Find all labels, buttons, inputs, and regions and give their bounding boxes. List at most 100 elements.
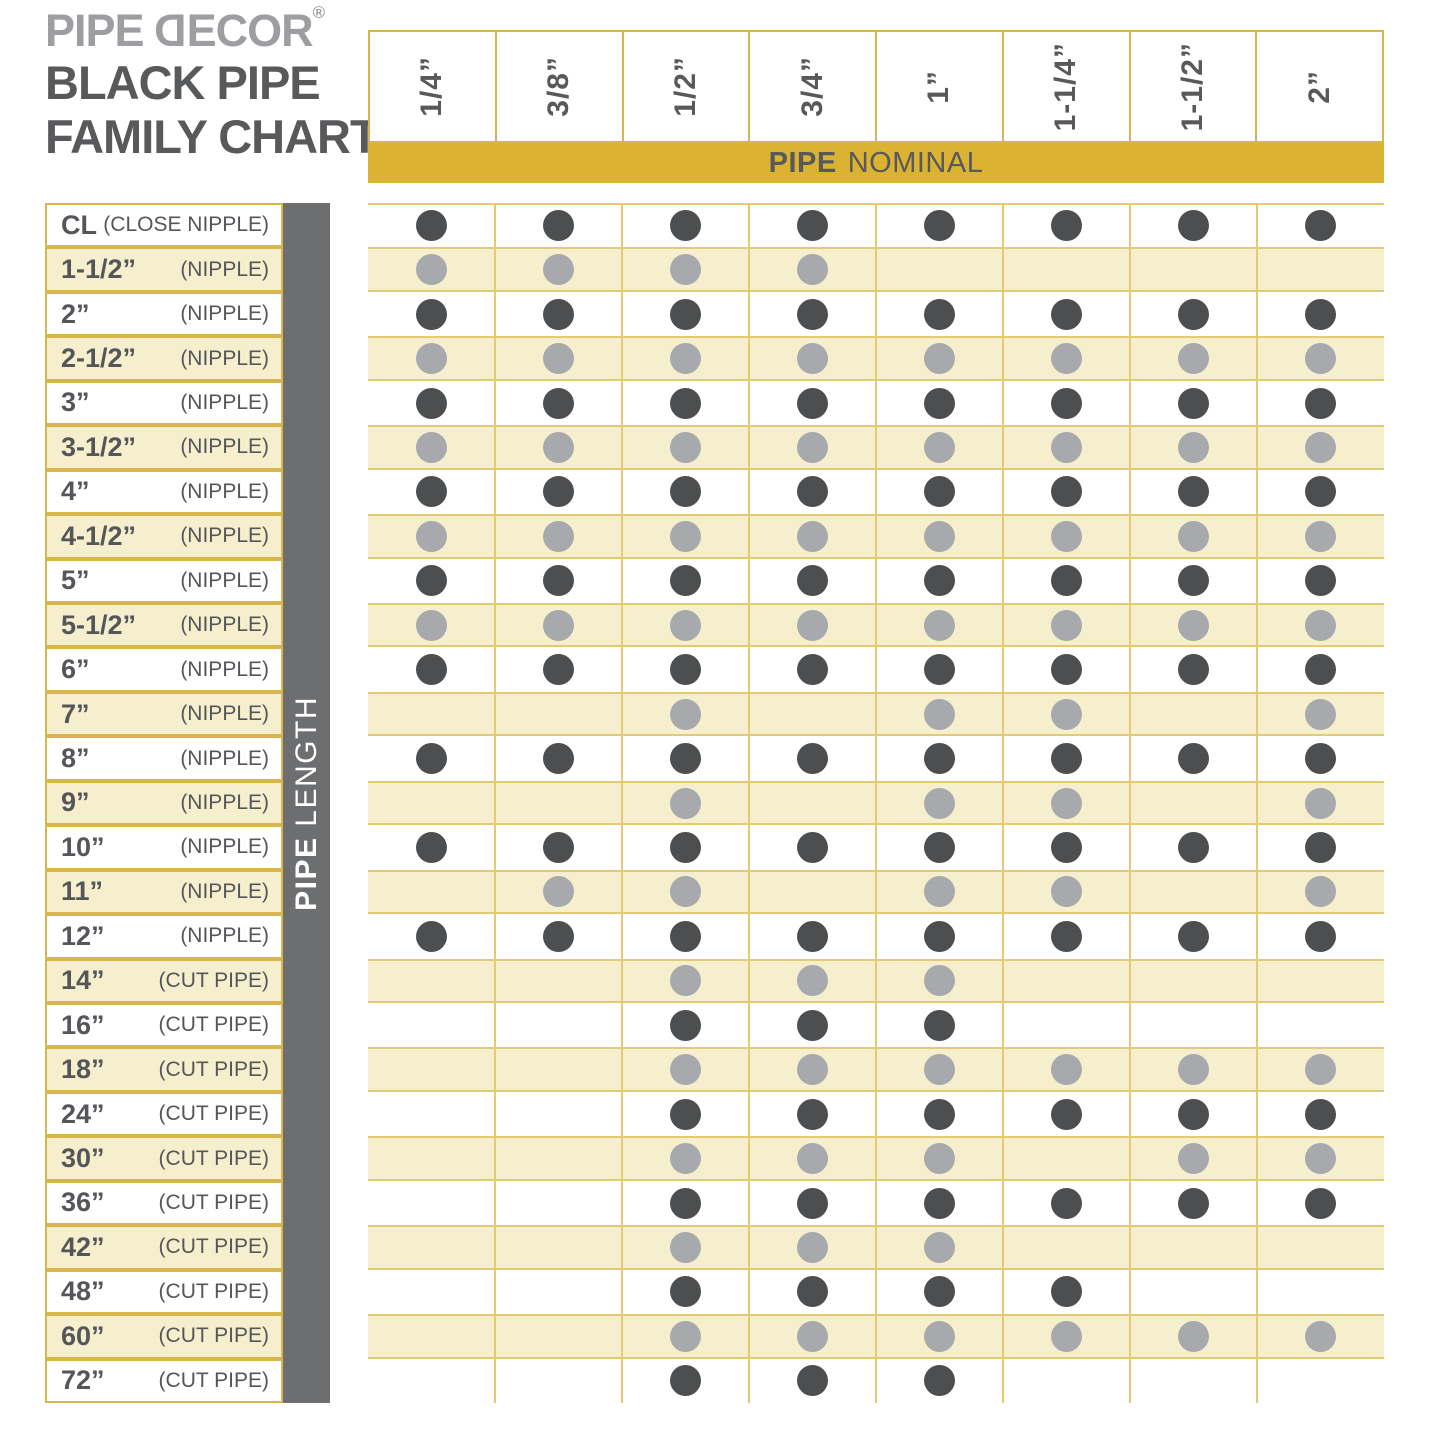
availability-dot xyxy=(1305,298,1336,330)
column-header-label: 1-1/2” xyxy=(1175,41,1209,132)
row-label: 3” (NIPPLE) xyxy=(45,380,283,426)
row-label-size: 48” xyxy=(61,1276,105,1307)
row-label-note: (NIPPLE) xyxy=(180,346,269,370)
availability-dot xyxy=(924,1231,955,1263)
availability-dot xyxy=(797,1054,828,1086)
pipe-nominal-bar: PIPE NOMINAL xyxy=(368,143,1384,183)
row-label: 72” (CUT PIPE) xyxy=(45,1358,283,1403)
availability-dot xyxy=(797,209,828,241)
grid-column-line xyxy=(494,203,496,1403)
availability-dot xyxy=(1305,654,1336,686)
availability-dot xyxy=(670,1143,701,1175)
availability-dot xyxy=(924,920,955,952)
availability-dot xyxy=(543,920,574,952)
availability-dot xyxy=(1178,343,1209,375)
column-header: 1” xyxy=(875,30,1004,143)
pipe-nominal-bold: PIPE xyxy=(768,146,837,179)
row-label-note: (NIPPLE) xyxy=(180,257,269,281)
availability-dot xyxy=(924,520,955,552)
availability-dot xyxy=(797,431,828,463)
row-label-note: (NIPPLE) xyxy=(180,924,269,948)
availability-dot xyxy=(543,876,574,908)
availability-dot xyxy=(670,431,701,463)
row-label-note: (CUT PIPE) xyxy=(158,1279,269,1303)
availability-dot xyxy=(924,831,955,863)
column-header: 1/2” xyxy=(621,30,751,143)
availability-dot xyxy=(416,520,447,552)
availability-dot xyxy=(797,831,828,863)
row-label: 4” (NIPPLE) xyxy=(45,469,283,515)
grid-column-line xyxy=(1002,203,1004,1403)
availability-dot xyxy=(543,343,574,375)
availability-dot xyxy=(1051,1320,1082,1352)
availability-dot xyxy=(924,698,955,730)
availability-dot xyxy=(416,209,447,241)
availability-dot xyxy=(1305,476,1336,508)
availability-dot xyxy=(543,209,574,241)
availability-dot xyxy=(797,254,828,286)
availability-dot xyxy=(1051,298,1082,330)
row-label-note: (NIPPLE) xyxy=(180,435,269,459)
availability-dot xyxy=(1051,920,1082,952)
availability-dot xyxy=(416,920,447,952)
row-label: 4-1/2” (NIPPLE) xyxy=(45,514,283,559)
availability-dot xyxy=(1305,520,1336,552)
availability-dot xyxy=(924,1098,955,1130)
row-label-size: 5” xyxy=(61,565,90,596)
availability-dot xyxy=(670,698,701,730)
row-label-note: (CUT PIPE) xyxy=(158,1057,269,1081)
availability-dot xyxy=(416,343,447,375)
availability-dot xyxy=(797,1009,828,1041)
availability-dot xyxy=(797,1231,828,1263)
availability-dot xyxy=(543,654,574,686)
availability-dot xyxy=(924,1365,955,1397)
availability-dot xyxy=(1051,1276,1082,1308)
availability-dot xyxy=(1178,387,1209,419)
row-label-note: (NIPPLE) xyxy=(180,879,269,903)
column-header: 2” xyxy=(1255,30,1384,143)
availability-dot xyxy=(1305,787,1336,819)
row-label: 6” (NIPPLE) xyxy=(45,647,283,692)
availability-dot xyxy=(1305,1320,1336,1352)
row-label: 48” (CUT PIPE) xyxy=(45,1269,283,1315)
availability-dot xyxy=(797,1365,828,1397)
availability-dot xyxy=(1305,698,1336,730)
row-label-note: (NIPPLE) xyxy=(180,702,269,726)
availability-dot xyxy=(670,876,701,908)
availability-dot xyxy=(797,965,828,997)
row-label-note: (NIPPLE) xyxy=(180,479,269,503)
row-label-size: 4” xyxy=(61,476,90,507)
availability-dot xyxy=(1051,787,1082,819)
row-label-note: (NIPPLE) xyxy=(180,390,269,414)
availability-dot xyxy=(416,298,447,330)
availability-dot xyxy=(1178,520,1209,552)
row-label-size: 11” xyxy=(61,876,104,907)
availability-dot xyxy=(1051,343,1082,375)
row-label-size: CL xyxy=(61,209,97,240)
availability-dot xyxy=(1178,831,1209,863)
availability-dot xyxy=(797,1276,828,1308)
availability-dot xyxy=(670,209,701,241)
row-label-size: 18” xyxy=(61,1054,105,1085)
registered-mark: ® xyxy=(312,3,326,22)
availability-dot xyxy=(1305,609,1336,641)
availability-dot xyxy=(1178,609,1209,641)
row-label: 8” (NIPPLE) xyxy=(45,736,283,781)
availability-dot xyxy=(1051,654,1082,686)
availability-dot xyxy=(1178,1320,1209,1352)
availability-dot xyxy=(924,654,955,686)
availability-dot xyxy=(670,1276,701,1308)
row-label-note: (NIPPLE) xyxy=(180,790,269,814)
column-header: 3/4” xyxy=(748,30,877,143)
chart-title-line2: FAMILY CHART xyxy=(45,110,379,164)
row-label: 11” (NIPPLE) xyxy=(45,869,283,915)
column-headers: 1/4” 3/8” 1/2” 3/4” 1” 1-1/4” 1-1/2” 2” xyxy=(368,30,1384,143)
availability-dot xyxy=(924,298,955,330)
availability-dot xyxy=(1051,1054,1082,1086)
row-label-size: 24” xyxy=(61,1098,105,1129)
row-label-size: 10” xyxy=(61,831,105,862)
availability-dot xyxy=(1178,209,1209,241)
availability-dot xyxy=(670,831,701,863)
row-label-size: 1-1/2” xyxy=(61,254,137,285)
availability-dot xyxy=(416,831,447,863)
